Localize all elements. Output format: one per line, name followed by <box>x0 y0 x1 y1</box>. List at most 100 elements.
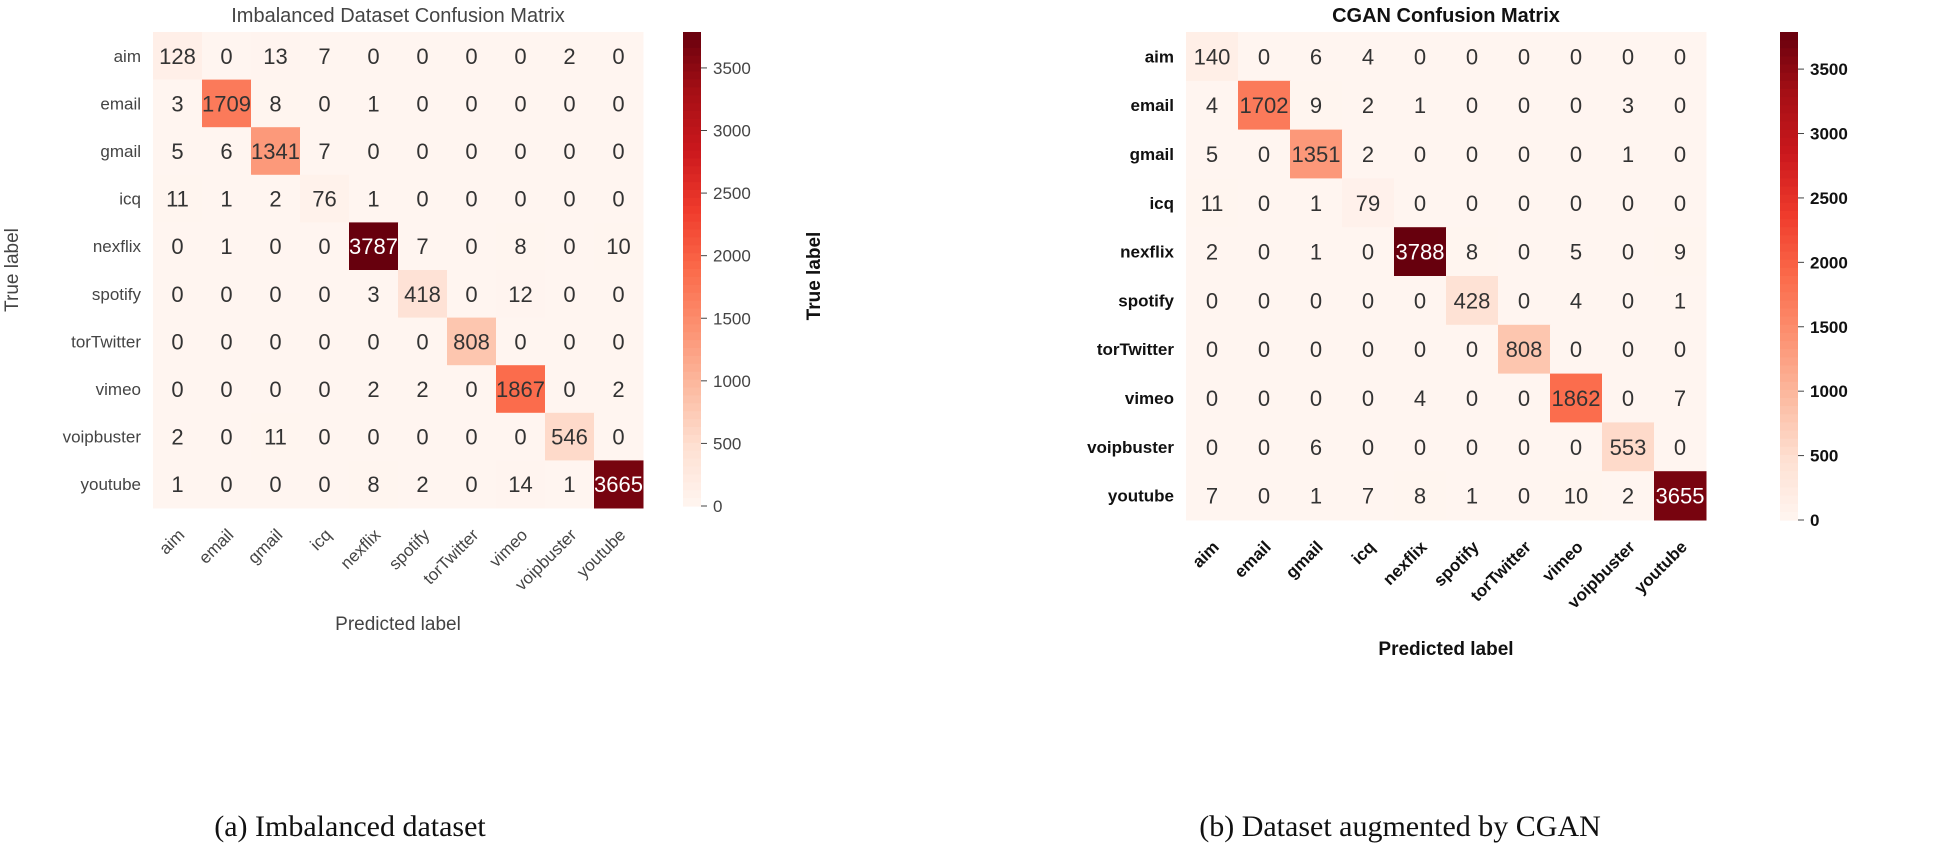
cell-value: 0 <box>220 282 232 307</box>
heatmap-cell <box>447 270 497 319</box>
cell-value: 0 <box>367 44 379 69</box>
colorbar-segment <box>1780 300 1798 310</box>
cell-value: 0 <box>1518 435 1530 460</box>
heatmap-cell <box>1290 227 1343 277</box>
heatmap-cell <box>1602 227 1655 277</box>
heatmap-cell <box>398 32 448 81</box>
cell-value: 0 <box>1466 191 1478 216</box>
colorbar: 0 500 1000 1500 2000 2500 3000 3500 <box>683 32 751 516</box>
colorbar-segment <box>1780 471 1798 480</box>
heatmap-cell <box>251 412 301 461</box>
y-tick-label: spotify <box>92 285 142 304</box>
y-tick-label: torTwitter <box>1097 340 1175 359</box>
heatmap-cell <box>545 412 595 461</box>
colorbar-segment <box>1780 511 1798 521</box>
colorbar-tick-label: 2500 <box>1810 189 1848 208</box>
cell-value: 9 <box>1310 93 1322 118</box>
colorbar-segment <box>683 47 701 57</box>
colorbar-segment <box>1780 72 1798 82</box>
colorbar-tick-label: 2000 <box>713 247 751 266</box>
colorbar-segment <box>1780 251 1798 261</box>
colorbar-segment <box>683 134 701 144</box>
cell-value: 1 <box>1310 240 1322 265</box>
heatmap-cell <box>1238 129 1291 179</box>
colorbar-segment <box>683 482 701 491</box>
colorbar-segment <box>1780 219 1798 228</box>
cell-value: 0 <box>416 44 428 69</box>
colorbar-segment <box>683 474 701 483</box>
heatmap-cell <box>202 412 252 461</box>
heatmap-cell <box>594 32 644 81</box>
cell-value: 0 <box>465 44 477 69</box>
cell-value: 418 <box>404 282 441 307</box>
cell-value: 7 <box>1206 484 1218 509</box>
heatmap-cell <box>1186 129 1239 179</box>
cell-value: 0 <box>563 329 575 354</box>
cell-value: 0 <box>1362 337 1374 362</box>
heatmap-cell <box>202 79 252 128</box>
colorbar-segment <box>1780 365 1798 375</box>
colorbar-segment <box>683 213 701 223</box>
cell-value: 1 <box>1466 484 1478 509</box>
y-tick-label: spotify <box>1118 291 1174 310</box>
cell-value: 0 <box>416 91 428 116</box>
heatmap-cell <box>398 222 448 271</box>
heatmap-cell <box>447 412 497 461</box>
heatmap-cell <box>1186 178 1239 228</box>
y-tick-label: icq <box>1149 194 1174 213</box>
heatmap-cell <box>447 79 497 128</box>
cell-value: 7 <box>416 234 428 259</box>
cell-value: 0 <box>416 139 428 164</box>
heatmap-cell <box>1238 80 1291 131</box>
cell-value: 0 <box>1518 93 1530 118</box>
colorbar-segment <box>683 158 701 167</box>
heatmap-cell <box>447 174 497 223</box>
heatmap-cell <box>1498 129 1551 179</box>
cell-value: 8 <box>367 472 379 497</box>
heatmap-cell <box>1498 276 1551 326</box>
colorbar-segment <box>1780 503 1798 513</box>
cell-value: 0 <box>220 44 232 69</box>
heatmap-cell <box>1342 276 1395 326</box>
heatmap-cell <box>349 412 399 461</box>
heatmap-cell <box>1446 178 1499 228</box>
heatmap-cell <box>1498 80 1551 131</box>
heatmap-cell <box>1446 276 1499 326</box>
cell-value: 0 <box>220 472 232 497</box>
colorbar-segment <box>1780 32 1798 41</box>
cell-value: 0 <box>416 329 428 354</box>
heatmap-cell <box>398 270 448 319</box>
x-tick-label: gmail <box>1282 537 1327 582</box>
cell-value: 2 <box>367 377 379 402</box>
cell-value: 0 <box>1518 386 1530 411</box>
colorbar-segment <box>1780 381 1798 391</box>
heatmap-cell <box>1394 276 1447 326</box>
colorbar-segment <box>1780 194 1798 204</box>
colorbar-segment <box>683 387 701 396</box>
cell-value: 0 <box>171 234 183 259</box>
heatmap-cell <box>1550 276 1603 326</box>
heatmap-cell <box>545 32 595 81</box>
x-tick-label: gmail <box>244 525 286 567</box>
cell-value: 0 <box>1674 435 1686 460</box>
colorbar-segment <box>683 39 701 49</box>
cell-value: 0 <box>514 187 526 212</box>
heatmap-cell <box>594 174 644 223</box>
colorbar-segment <box>1780 276 1798 285</box>
colorbar-segment <box>683 237 701 246</box>
heatmap-cell <box>1290 422 1343 472</box>
y-tick-label: nexflix <box>1120 243 1174 262</box>
colorbar-segment <box>1780 259 1798 269</box>
cell-value: 0 <box>367 329 379 354</box>
cell-value: 6 <box>220 139 232 164</box>
heatmap-cell <box>300 174 350 223</box>
x-tick-label: spotify <box>385 525 434 574</box>
colorbar-tick-label: 500 <box>713 434 741 453</box>
heatmap-cell <box>1290 178 1343 228</box>
cell-value: 0 <box>269 329 281 354</box>
cell-value: 0 <box>1258 142 1270 167</box>
heatmap-cell <box>398 317 448 366</box>
heatmap-cell <box>300 270 350 319</box>
colorbar-segment <box>1780 48 1798 57</box>
